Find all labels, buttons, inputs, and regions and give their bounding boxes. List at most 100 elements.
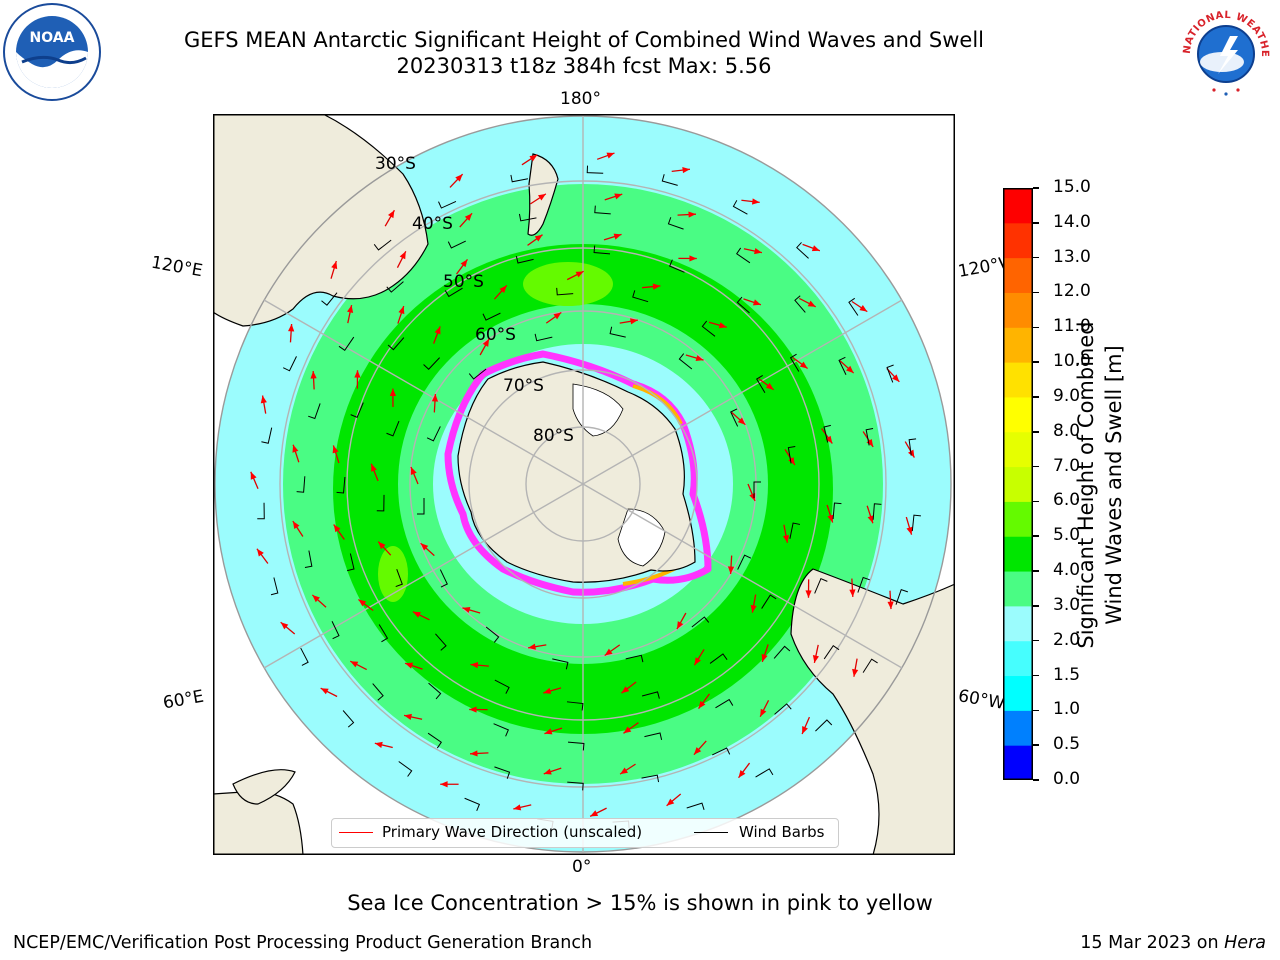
wind-barb bbox=[372, 683, 384, 701]
colorbar-block bbox=[1003, 292, 1033, 328]
wind-barb bbox=[417, 498, 425, 515]
wind-barb bbox=[794, 295, 806, 313]
wind-barb bbox=[886, 364, 894, 383]
colorbar-block bbox=[1003, 605, 1033, 642]
wave-direction-arrowhead bbox=[630, 318, 638, 325]
wave-direction-arrowhead bbox=[543, 768, 552, 775]
footer-date: 15 Mar 2023 on Hera bbox=[1080, 933, 1266, 953]
sea-ice-note: Sea Ice Concentration > 15% is shown in … bbox=[347, 891, 933, 915]
wave-direction-arrowhead bbox=[374, 741, 383, 748]
wind-barb bbox=[667, 217, 684, 230]
wave-direction-arrowhead bbox=[250, 471, 257, 480]
wave-direction-arrowhead bbox=[320, 688, 329, 695]
nws-logo: NATIONAL WEATHER SERVICE bbox=[1176, 2, 1273, 99]
wind-barb bbox=[321, 292, 338, 306]
wave-direction-arrowhead bbox=[799, 361, 808, 369]
colorbar-tick-mark bbox=[1033, 779, 1039, 781]
wave-direction-arrowhead bbox=[280, 622, 289, 630]
wind-barb bbox=[789, 353, 800, 372]
legend-wave-label: Primary Wave Direction (unscaled) bbox=[382, 823, 643, 841]
wave-direction-arrowhead bbox=[405, 662, 414, 669]
wave-direction-arrowhead bbox=[350, 661, 359, 668]
wave-direction-arrowhead bbox=[892, 374, 900, 382]
wave-direction-arrowhead bbox=[312, 594, 320, 603]
wave-direction-arrowhead bbox=[688, 211, 696, 218]
wind-barb bbox=[428, 682, 442, 700]
colorbar-block bbox=[1003, 640, 1033, 677]
wind-barb bbox=[300, 647, 309, 666]
wave-direction-arrowhead bbox=[802, 726, 808, 735]
colorbar-block bbox=[1003, 188, 1033, 224]
wind-barb bbox=[398, 761, 413, 777]
wave-direction-arrowhead bbox=[534, 234, 543, 242]
lat-label-30s: 30°S bbox=[375, 154, 416, 174]
wind-barb bbox=[709, 653, 728, 664]
wind-barb bbox=[789, 522, 801, 539]
wave-direction-arrowhead bbox=[805, 590, 812, 598]
wind-barb bbox=[730, 408, 739, 427]
wave-direction-arrowhead bbox=[812, 655, 819, 663]
wave-direction-arrowhead bbox=[440, 781, 448, 788]
wind-barb bbox=[494, 766, 511, 779]
wind-barb bbox=[485, 626, 500, 643]
lon-label-180: 180° bbox=[560, 89, 601, 109]
colorbar-tick-label: 2.0 bbox=[1053, 629, 1081, 650]
colorbar-tick-mark bbox=[1033, 396, 1039, 398]
wind-barb bbox=[857, 576, 870, 593]
wind-barb bbox=[773, 645, 791, 659]
lat-label-60s: 60°S bbox=[475, 325, 516, 345]
colorbar-tick-mark bbox=[1033, 431, 1039, 433]
wind-barb bbox=[386, 281, 404, 293]
lat-labels: 30°S 40°S 50°S 60°S 70°S 80°S bbox=[375, 154, 574, 446]
wind-barb bbox=[586, 165, 604, 174]
wave-direction-arrowhead bbox=[693, 747, 702, 755]
wind-barb bbox=[736, 296, 750, 314]
colorbar-block bbox=[1003, 431, 1033, 468]
wind-barb bbox=[336, 476, 346, 494]
wind-barb bbox=[556, 287, 574, 296]
wave-direction-arrowhead bbox=[371, 463, 377, 472]
wind-barb bbox=[632, 290, 649, 303]
wind-barb bbox=[438, 201, 457, 209]
wind-barb bbox=[862, 658, 878, 673]
wave-direction-arrowhead bbox=[782, 534, 790, 543]
wind-barb bbox=[447, 240, 466, 249]
wind-barb bbox=[872, 503, 882, 520]
noaa-logo: NOAA bbox=[3, 3, 101, 101]
colorbar-tick-mark bbox=[1033, 535, 1039, 537]
wave-direction-arrowhead bbox=[623, 726, 632, 734]
wind-barb bbox=[701, 320, 716, 337]
wave-direction-arrowhead bbox=[737, 417, 746, 425]
wave-direction-arrowhead bbox=[689, 255, 697, 262]
wind-barb bbox=[304, 550, 313, 569]
wave-direction-arrowhead bbox=[529, 154, 538, 162]
colorbar-block bbox=[1003, 222, 1033, 259]
colorbar-tick-label: 14.0 bbox=[1053, 211, 1091, 232]
wind-barb bbox=[296, 476, 306, 493]
wind-barb bbox=[270, 577, 279, 596]
colorbar-tick-mark bbox=[1033, 709, 1039, 712]
lon-label-0: 0° bbox=[572, 857, 592, 877]
wind-barb bbox=[386, 420, 400, 437]
wind-barb bbox=[426, 426, 441, 442]
wave-direction-arrowhead bbox=[310, 371, 317, 379]
colorbar-label-line2: Wind Waves and Swell [m] bbox=[1102, 345, 1126, 625]
colorbar-tick-label: 6.0 bbox=[1053, 490, 1081, 511]
footer-date-text: 15 Mar 2023 on bbox=[1080, 933, 1225, 953]
wave-direction-arrowhead bbox=[256, 548, 264, 557]
wind-barb bbox=[423, 357, 440, 370]
wind-barb bbox=[567, 781, 584, 791]
wave-direction-arrowhead bbox=[431, 394, 439, 402]
wave-direction-arrowhead bbox=[752, 299, 761, 306]
wind-barb bbox=[464, 797, 481, 812]
colorbar bbox=[1003, 188, 1033, 780]
wave-direction-arrowhead bbox=[404, 713, 412, 720]
wave-direction-arrowhead bbox=[695, 355, 704, 362]
lat-label-70s: 70°S bbox=[503, 376, 544, 396]
madagascar-land bbox=[232, 769, 296, 805]
wave-direction-arrowhead bbox=[543, 687, 552, 694]
wave-direction-arrowhead bbox=[544, 728, 553, 735]
wind-barb bbox=[444, 287, 463, 298]
colorbar-tick-label: 15.0 bbox=[1053, 177, 1091, 197]
wind-barb bbox=[427, 732, 442, 749]
